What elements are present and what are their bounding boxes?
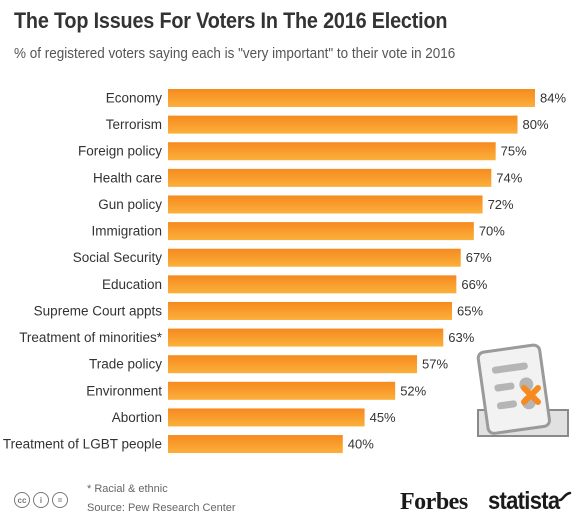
bar — [168, 222, 474, 241]
category-label: Trade policy — [89, 357, 162, 372]
bar — [168, 89, 535, 107]
value-label: 45% — [370, 410, 396, 425]
license-icons[interactable]: cc i = — [14, 492, 68, 508]
value-label: 66% — [461, 277, 487, 292]
bar — [168, 301, 452, 320]
bar — [168, 328, 444, 347]
category-label: Treatment of LGBT people — [3, 437, 162, 452]
bar — [168, 195, 483, 214]
bar — [168, 435, 343, 454]
bar-chart: Economy 84% Terrorism 80% Foreign policy 75% H… — [3, 89, 566, 454]
footnote: * Racial & ethnic — [87, 483, 168, 495]
category-label: Social Security — [73, 250, 163, 265]
value-label: 84% — [540, 91, 566, 106]
category-label: Abortion — [112, 410, 162, 425]
ballot-icon — [476, 343, 569, 437]
category-label: Foreign policy — [78, 144, 162, 159]
bar — [168, 355, 418, 374]
value-label: 67% — [466, 250, 492, 265]
bar — [168, 142, 496, 161]
forbes-logo[interactable]: Forbes — [400, 489, 468, 515]
category-label: Education — [102, 277, 162, 292]
value-label: 74% — [496, 170, 522, 185]
statista-logo[interactable]: statista — [488, 487, 560, 515]
bar — [168, 275, 457, 294]
category-label: Treatment of minorities* — [19, 330, 163, 345]
category-label: Health care — [93, 170, 162, 185]
value-label: 70% — [479, 224, 505, 239]
bar — [168, 115, 518, 134]
value-label: 72% — [488, 197, 514, 212]
category-label: Immigration — [91, 224, 162, 239]
category-label: Supreme Court appts — [34, 303, 163, 318]
chart-title: The Top Issues For Voters In The 2016 El… — [14, 8, 448, 33]
category-label: Terrorism — [106, 117, 162, 132]
value-label: 80% — [523, 117, 549, 132]
statista-wave-icon — [558, 491, 572, 502]
category-label: Economy — [106, 91, 163, 106]
value-label: 52% — [400, 383, 426, 398]
value-label: 63% — [448, 330, 474, 345]
bar — [168, 248, 461, 267]
by-icon[interactable]: i — [33, 492, 49, 508]
chart-subtitle: % of registered voters saying each is "v… — [14, 46, 456, 62]
category-label: Environment — [86, 383, 162, 398]
value-label: 57% — [422, 357, 448, 372]
bar — [168, 408, 365, 427]
nd-icon[interactable]: = — [52, 492, 68, 508]
bar — [168, 168, 492, 187]
value-label: 65% — [457, 303, 483, 318]
bar — [168, 381, 396, 400]
source-note: Source: Pew Research Center — [87, 502, 236, 514]
value-label: 75% — [501, 144, 527, 159]
cc-icon[interactable]: cc — [14, 492, 30, 508]
category-label: Gun policy — [98, 197, 162, 212]
value-label: 40% — [348, 437, 374, 452]
